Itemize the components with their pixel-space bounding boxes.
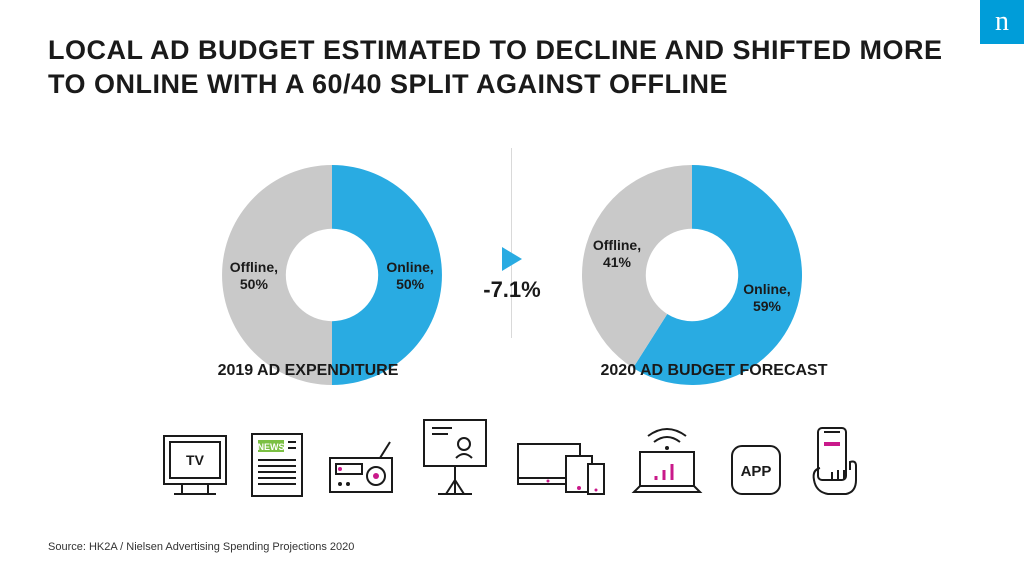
slice-label-offline: Offline,41% [585,237,649,271]
slice-label-offline: Offline,50% [222,259,286,293]
radio-icon [326,414,396,498]
svg-text:APP: APP [741,463,772,480]
change-indicator: -7.1% [452,247,572,303]
media-icons-row: TV NEWS APP [0,414,1024,498]
donut-2019: Online,50% Offline,50% [222,165,442,385]
devices-icon [514,414,606,498]
svg-text:NEWS: NEWS [258,442,285,452]
source-line: Source: HK2A / Nielsen Advertising Spend… [48,541,354,553]
caption-2020: 2020 AD BUDGET FORECAST [584,362,844,380]
app-icon: APP [728,414,784,498]
slice-label-online: Online,59% [735,281,799,315]
phone-hand-icon [806,414,862,498]
delta-value: -7.1% [483,277,540,303]
donut-2020: Online,59% Offline,41% [582,165,802,385]
tv-icon: TV [162,414,228,498]
page-title: LOCAL AD BUDGET ESTIMATED TO DECLINE AND… [48,34,944,102]
arrow-icon [502,247,522,271]
billboard-icon [418,414,492,498]
slice-label-online: Online,50% [378,259,442,293]
caption-2019: 2019 AD EXPENDITURE [178,362,438,380]
laptop-wifi-icon [628,414,706,498]
brand-logo: n [980,0,1024,44]
charts-row: Online,50% Offline,50% -7.1% Online,59% Of… [0,145,1024,405]
newspaper-icon: NEWS [250,414,304,498]
svg-text:TV: TV [186,452,205,468]
